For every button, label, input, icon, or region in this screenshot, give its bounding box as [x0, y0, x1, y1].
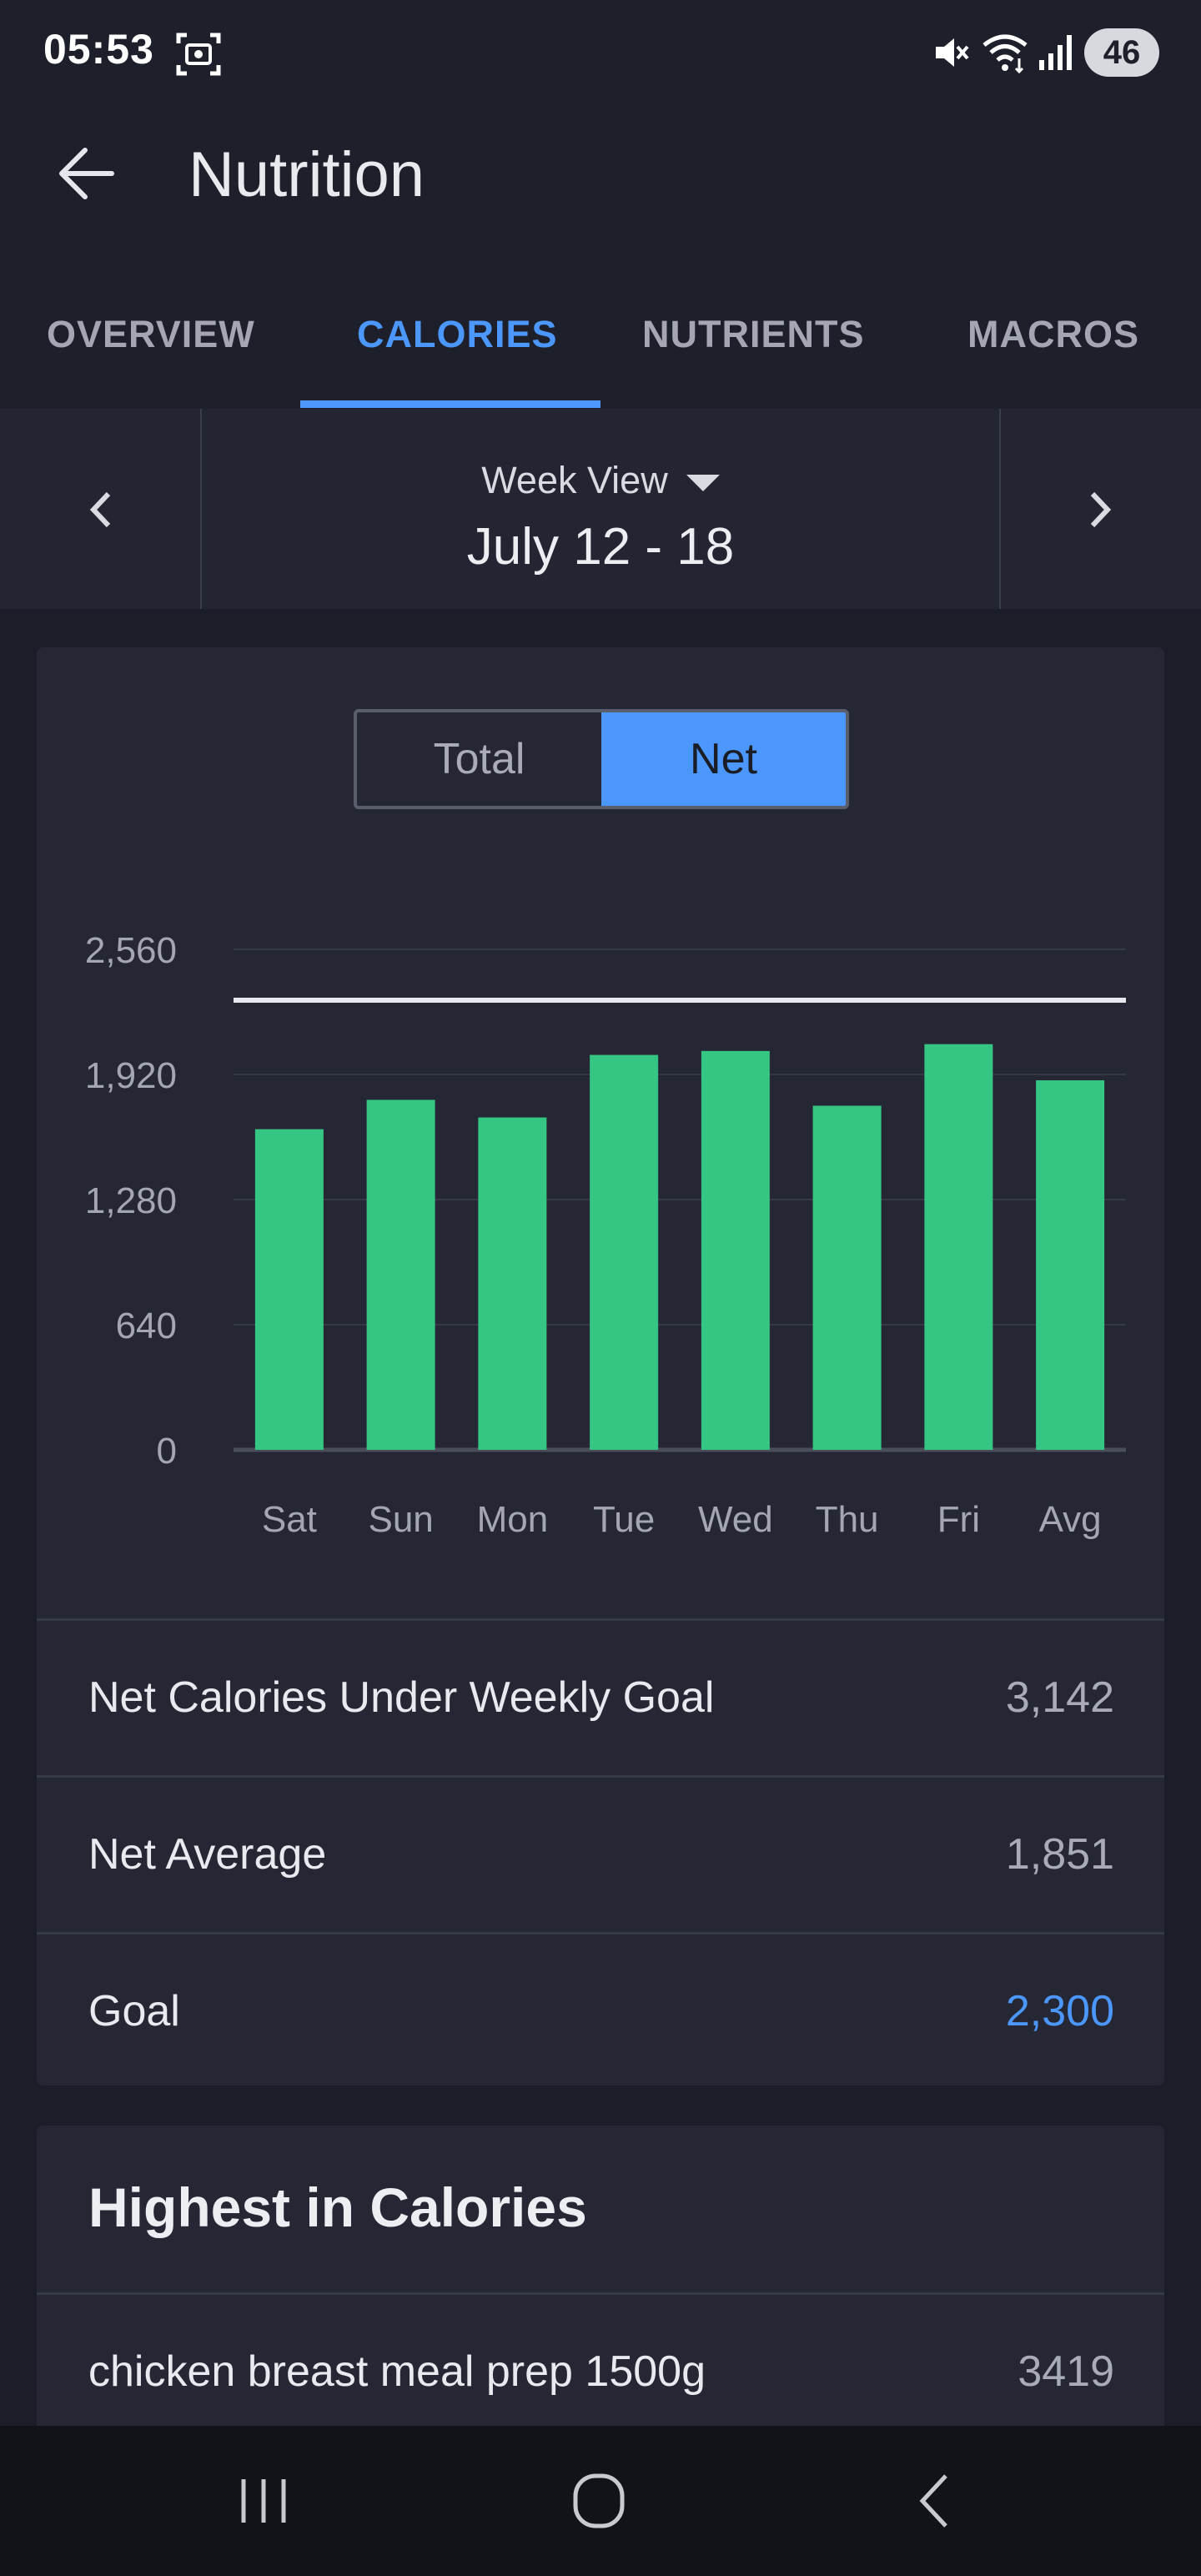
recent-apps-icon[interactable] [222, 2468, 305, 2534]
x-tick-label: Fri [937, 1499, 980, 1540]
total-net-toggle: Total Net [354, 709, 849, 809]
x-tick-label: Sun [368, 1499, 433, 1540]
tab-calories[interactable]: CALORIES [357, 313, 558, 355]
goal-value: 2,300 [1005, 1987, 1114, 2035]
stat-value: 3,142 [1005, 1673, 1114, 1722]
y-tick-label: 1,280 [85, 1180, 177, 1221]
date-navigator: Week View July 12 - 18 [0, 409, 1201, 609]
screenshot-icon [176, 33, 221, 76]
y-tick-label: 0 [157, 1431, 177, 1472]
section-title: Highest in Calories [88, 2176, 587, 2238]
page-title: Nutrition [188, 139, 425, 210]
back-icon[interactable] [892, 2468, 976, 2534]
calories-chart-card: Total Net 2,560 1,920 1,280 640 0 Sat Sun Mon Tu… [37, 647, 1164, 2085]
next-week-button[interactable] [1001, 409, 1201, 609]
caret-down-icon [686, 475, 720, 492]
list-item[interactable]: chicken breast meal prep 1500g 3419 [37, 2292, 1164, 2451]
bar-sun[interactable] [366, 1099, 435, 1450]
toggle-total[interactable]: Total [433, 735, 525, 783]
x-tick-label: Wed [698, 1499, 773, 1540]
x-tick-label: Mon [477, 1499, 549, 1540]
signal-icon [1039, 35, 1072, 70]
tab-bar: OVERVIEW CALORIES NUTRIENTS MACROS [0, 275, 1201, 409]
y-tick-label: 1,920 [85, 1055, 177, 1096]
x-tick-label: Sat [262, 1499, 317, 1540]
status-bar: 05:53 46 [0, 0, 1201, 108]
stat-label: Goal [88, 1987, 180, 2035]
battery-level: 46 [1103, 34, 1141, 71]
chevron-left-icon [89, 491, 111, 528]
stat-row: Net Calories Under Weekly Goal 3,142 [37, 1618, 1164, 1775]
food-name: chicken breast meal prep 1500g [88, 2347, 706, 2396]
x-tick-label: Avg [1039, 1499, 1102, 1540]
bar-thu[interactable] [812, 1105, 882, 1451]
system-nav-bar [0, 2426, 1201, 2576]
toggle-net[interactable]: Net [601, 712, 846, 806]
y-tick-label: 640 [116, 1306, 177, 1346]
bar-fri[interactable] [924, 1044, 993, 1450]
battery-icon: 46 [1084, 28, 1159, 77]
x-tick-label: Tue [593, 1499, 655, 1540]
y-tick-label: 2,560 [85, 930, 177, 971]
chevron-right-icon [1090, 491, 1112, 528]
divider [999, 409, 1001, 609]
bar-avg[interactable] [1036, 1080, 1105, 1450]
week-view-dropdown[interactable]: Week View [0, 459, 1201, 502]
stat-row: Net Average 1,851 [37, 1775, 1164, 1932]
stat-label: Net Calories Under Weekly Goal [88, 1673, 715, 1722]
calories-bar-chart: 2,560 1,920 1,280 640 0 Sat Sun Mon Tue Wed Thu Fri… [85, 930, 1126, 1540]
previous-week-button[interactable] [0, 409, 200, 609]
tab-nutrients[interactable]: NUTRIENTS [642, 313, 865, 355]
stat-value: 1,851 [1005, 1830, 1114, 1879]
x-tick-label: Thu [816, 1499, 879, 1540]
mute-icon [936, 38, 969, 67]
divider [200, 409, 202, 609]
tab-macros[interactable]: MACROS [967, 313, 1139, 355]
tab-overview[interactable]: OVERVIEW [47, 313, 255, 355]
week-view-label: Week View [481, 459, 668, 501]
home-icon[interactable] [557, 2468, 641, 2534]
bar-tue[interactable] [590, 1054, 659, 1450]
status-time: 05:53 [43, 26, 154, 73]
bar-mon[interactable] [478, 1117, 547, 1450]
food-calories: 3419 [1018, 2347, 1114, 2396]
stat-row: Goal 2,300 [37, 1932, 1164, 2085]
stat-label: Net Average [88, 1830, 327, 1879]
wifi-icon [982, 34, 1028, 73]
app-bar: Nutrition [0, 108, 1201, 275]
bar-sat[interactable] [254, 1129, 324, 1450]
tab-indicator [300, 400, 600, 408]
bar-wed[interactable] [701, 1050, 770, 1450]
arrow-left-icon[interactable] [55, 142, 118, 205]
date-range: July 12 - 18 [466, 518, 735, 576]
